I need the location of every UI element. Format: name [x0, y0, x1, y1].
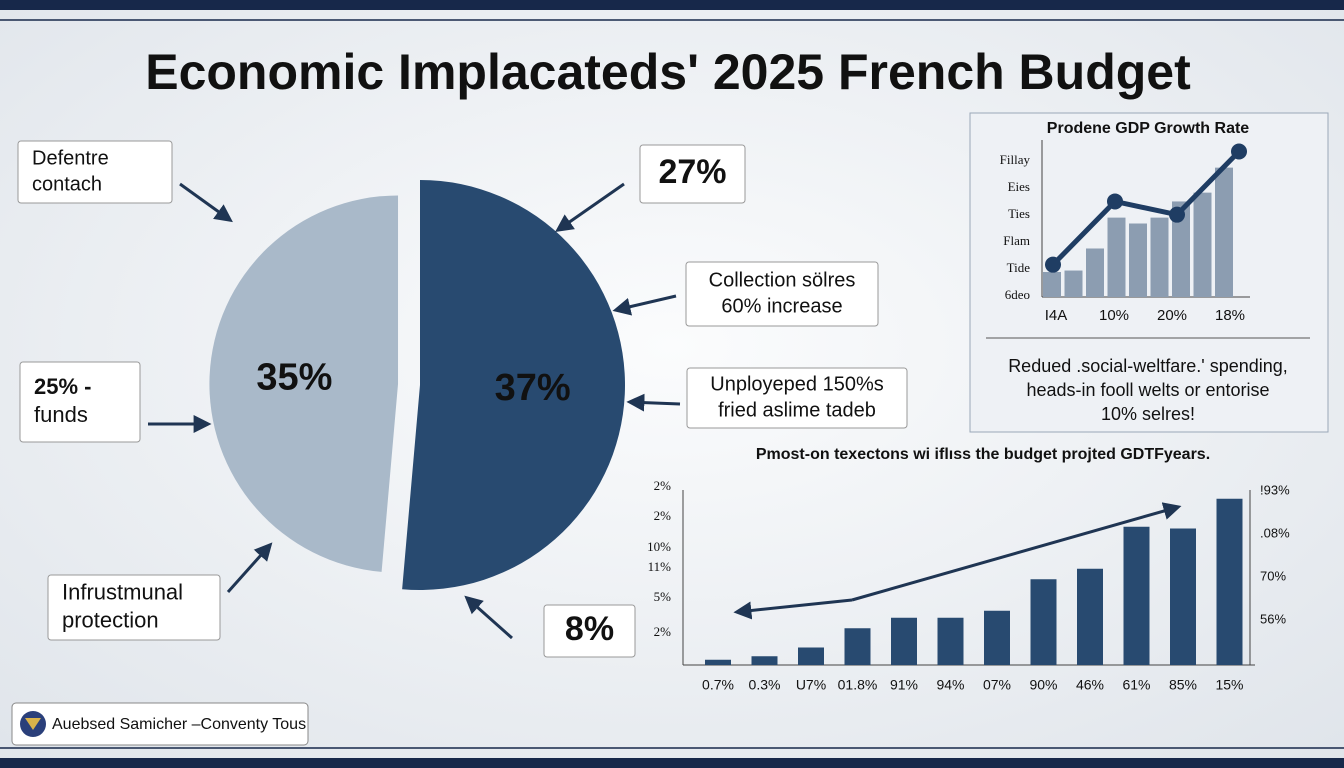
bar [1172, 201, 1190, 297]
footer: Auebsed Samicher –Conventy Tous [52, 716, 306, 733]
panel [969, 112, 1329, 433]
y-label: Fillay [1000, 152, 1031, 167]
bar [891, 617, 917, 665]
callout-text: contach [32, 173, 102, 195]
bar [1030, 579, 1057, 665]
callout-box [17, 140, 173, 204]
bar [1193, 192, 1212, 297]
x-label: 90% [1029, 677, 1057, 693]
x-label: 46% [1076, 677, 1104, 693]
callout-box [639, 144, 746, 204]
point [1045, 256, 1061, 273]
chart-title: Pmost-on texectons wi iflıss the budget … [756, 446, 1210, 463]
y-label: 11% [648, 559, 672, 574]
callout-text: funds [34, 402, 88, 427]
chart-title: Prodene GDP Growth Rate [1047, 120, 1250, 137]
x-label: 18% [1215, 307, 1245, 324]
bar [1150, 217, 1169, 297]
callout-box [543, 604, 636, 658]
pie-slice [209, 195, 399, 572]
bar [1129, 223, 1147, 297]
bar [1064, 270, 1083, 297]
logo-mark [25, 718, 41, 730]
callout-text: protection [62, 607, 159, 632]
point [1107, 193, 1123, 210]
bar [1170, 528, 1196, 665]
bar [705, 659, 731, 665]
point [1169, 206, 1185, 223]
x-label: 94% [936, 677, 964, 693]
footer-box [11, 702, 309, 746]
y-label: 2% [654, 478, 672, 493]
y-label: Ties [1008, 206, 1030, 221]
x-label: 0.7% [702, 677, 734, 693]
bar [751, 656, 778, 665]
bar [798, 647, 824, 665]
callout-text: 27% [658, 153, 726, 191]
x-label: 85% [1169, 677, 1197, 693]
callout-box [685, 261, 879, 327]
x-label: 15% [1215, 677, 1243, 693]
bar [984, 610, 1010, 665]
y2-label: 70% [1260, 568, 1286, 583]
x-label: 10% [1099, 307, 1129, 324]
callout-box [47, 574, 221, 641]
callout-text: 25% - [34, 374, 91, 399]
point [1231, 143, 1247, 160]
y-label: 2% [654, 624, 672, 639]
x-label: 61% [1122, 677, 1150, 693]
bar [1216, 498, 1243, 665]
y2-label: !93% [1260, 482, 1290, 497]
note: heads-in fooll welts or entorise [1026, 380, 1269, 400]
y-label: 10% [647, 539, 671, 554]
callout-text: Infrustmunal [62, 579, 183, 604]
callout-text: fried aslime tadeb [718, 399, 876, 421]
callout-text: Unployeped 150%s [710, 373, 883, 395]
callout-text: Collection sölres [709, 269, 856, 291]
bottom-bar [0, 758, 1344, 768]
x-label: 20% [1157, 307, 1187, 324]
x-label: 07% [983, 677, 1011, 693]
bar [937, 617, 964, 665]
bar [844, 628, 871, 665]
y-label: 5% [654, 589, 672, 604]
slice-label: 37% [495, 367, 571, 409]
y2-label: 56% [1260, 611, 1286, 626]
note: 10% selres! [1101, 404, 1195, 424]
slice-label: 35% [256, 357, 332, 399]
bar [1043, 272, 1061, 297]
arrows [148, 182, 1182, 640]
y-label: Flam [1003, 233, 1030, 248]
x-label: 0.3% [749, 677, 781, 693]
callout-text: 60% increase [721, 295, 842, 317]
y-label: 2% [654, 508, 672, 523]
callout-box [19, 361, 141, 443]
y-label: Eies [1008, 179, 1030, 194]
x-label: U7% [796, 677, 826, 693]
line [1051, 149, 1241, 267]
y-label: Tide [1007, 260, 1031, 275]
top-bar [0, 0, 1344, 10]
x-label: I4A [1045, 307, 1068, 324]
callout-text: Defentre [32, 147, 109, 169]
x-label: 01.8% [838, 677, 878, 693]
callout-box [686, 367, 908, 429]
bar [1123, 526, 1150, 665]
y-label: 6deo [1005, 287, 1030, 302]
x-label: 91% [890, 677, 918, 693]
y2-label: .08% [1260, 525, 1290, 540]
bar [1215, 167, 1233, 297]
callout-text: 8% [565, 610, 614, 648]
pie-slice [402, 180, 626, 590]
title: Economic Implacateds' 2025 French Budget [145, 44, 1191, 100]
bar [1107, 217, 1126, 297]
bar [1077, 568, 1103, 665]
note: Redued .social-weltfare.' spending, [1008, 356, 1288, 376]
bar [1086, 248, 1104, 297]
